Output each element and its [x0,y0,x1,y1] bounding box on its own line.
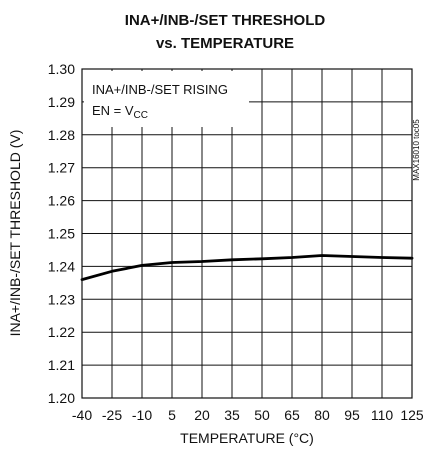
y-tick-label: 1.20 [48,390,75,406]
y-tick-label: 1.24 [48,258,75,274]
chart-subtitle: vs. TEMPERATURE [156,35,294,52]
x-tick-label: 125 [400,407,423,423]
annotation-line-2-subscript: CC [134,110,148,121]
x-tick-label: 65 [284,407,300,423]
y-tick-labels: 1.20 1.21 1.22 1.23 1.24 1.25 1.26 1.27 1.28 1.29… [48,61,75,406]
y-tick-label: 1.28 [48,127,75,143]
y-tick-label: 1.26 [48,193,75,209]
y-tick-label: 1.21 [48,357,75,373]
x-tick-label: -40 [72,407,92,423]
annotation-box [84,71,249,127]
y-axis-label: INA+/INB-/SET THRESHOLD (V) [7,130,23,337]
x-tick-label: -10 [132,407,152,423]
chart-title: INA+/INB-/SET THRESHOLD [125,12,326,29]
y-tick-label: 1.25 [48,226,75,242]
annotation-line-2: EN = VCC [92,103,148,121]
side-label: MAX16010 toc05 [412,119,421,181]
x-tick-label: 50 [254,407,270,423]
x-tick-label: 80 [314,407,330,423]
y-tick-label: 1.23 [48,291,75,307]
threshold-line [80,254,414,282]
y-tick-label: 1.30 [48,61,75,77]
plot-frame [81,68,413,399]
y-tick-label: 1.22 [48,324,75,340]
x-tick-label: 20 [194,407,210,423]
x-axis-label: TEMPERATURE (°C) [180,430,314,446]
x-tick-label: -25 [102,407,122,423]
annotation-line-2-prefix: EN = V [92,103,134,118]
annotation-line-1: INA+/INB-/SET RISING [92,82,228,97]
x-tick-labels: -40 -25 -10 5 20 35 50 65 80 95 110 125 [72,407,423,423]
x-tick-label: 5 [168,407,176,423]
x-tick-label: 110 [371,407,394,423]
y-tick-label: 1.27 [48,160,75,176]
grid-lines [82,69,412,398]
x-tick-label: 35 [224,407,240,423]
data-series [80,254,414,282]
x-tick-label: 95 [344,407,360,423]
y-tick-label: 1.29 [48,94,75,110]
